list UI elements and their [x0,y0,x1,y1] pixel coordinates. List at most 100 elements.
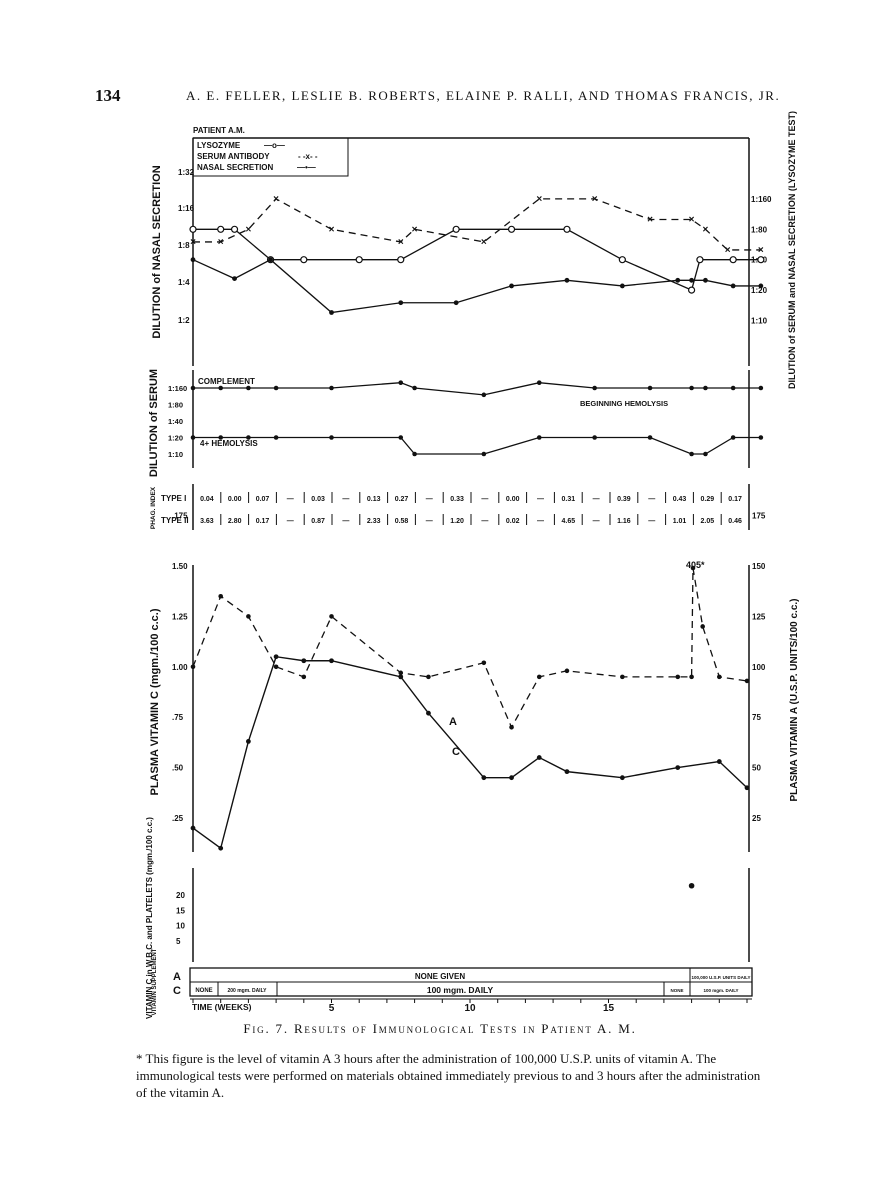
serum-antibody-point: × [398,237,404,248]
serum-antibody-point: × [273,194,279,205]
complement-point [190,385,196,391]
complement-point [592,385,597,391]
complement-tick-label: 1:40 [168,417,183,426]
phag-value: — [342,496,349,503]
vitamin-c-point [564,769,570,775]
peak-label: 405* [686,560,705,570]
phag-value: 0.17 [728,496,742,503]
phag-value: — [287,496,294,503]
vitamin-a-point [717,674,722,680]
wbc-tick-label: 15 [176,906,185,915]
vitamin-c-tick-label: 1.25 [172,612,188,621]
nasal-left-tick-label: 1:2 [178,316,190,325]
panel-supplement: VITAMIN SUPPLEMENT A C NONE GIVEN 100,00… [152,948,753,1015]
complement-point [412,385,417,391]
complement-tick-label: 1:20 [168,434,183,443]
complement-line-1 [193,436,761,455]
complement-point [398,380,404,385]
vitamin-a-tick-label: 75 [752,713,761,722]
serum-antibody-point: × [218,237,224,248]
phag-value: — [342,518,349,525]
phag-value: — [648,518,655,525]
supp-c-none2: NONE [670,988,683,993]
complement-point [730,385,736,391]
vitamin-c-tick-label: .175 [172,512,188,521]
nasal-right-tick-label: 1:20 [751,286,768,295]
vitamin-a-axis-label: PLASMA VITAMIN A (U.S.P. UNITS/100 c.c.) [789,599,800,802]
lysozyme-point [189,225,197,233]
vitamin-a-point [689,674,694,680]
complement-point [412,451,417,457]
legend-serum-antibody: SERUM ANTIBODY [197,152,270,161]
complement-point [329,435,334,440]
phag-value: 3.63 [200,518,214,525]
time-tick-label: 15 [603,1003,615,1014]
complement-point [481,451,487,457]
vitamin-a-point [329,614,334,619]
lysozyme-point [618,256,626,264]
phag-value: 0.02 [506,518,520,525]
vitamin-a-point [398,670,404,676]
vitamin-a-point [481,660,487,666]
vitamin-a-point [246,614,251,619]
phag-value: — [481,496,488,503]
type2-label: TYPE II [161,516,189,525]
serum-antibody-point: × [592,194,598,205]
nasal-secretion-point [564,277,570,283]
nasal-right-axis-label: DILUTION of SERUM and NASAL SECRETION (L… [787,111,797,389]
nasal-secretion-point [509,283,514,289]
supp-c-100b: 100 mgm. DAILY [703,988,738,993]
complement-point [689,451,694,457]
phag-value: 0.03 [311,496,325,503]
vitamin-a-point [273,664,279,670]
complement-y-axis-label: DILUTION of SERUM [148,369,160,477]
phag-value: 2.80 [228,518,242,525]
complement-point [730,435,736,440]
vitamin-c-series-label: C [452,746,460,758]
complement-tick-label: 1:160 [168,384,187,393]
vitamin-c-point [426,710,431,716]
complement-point [273,385,279,391]
legend-lysozyme: LYSOZYME [197,141,241,150]
vitamin-c-point [536,755,542,760]
serum-antibody-point: × [245,224,251,235]
complement-point [647,385,653,391]
vitamin-c-point [246,738,251,744]
vitamin-a-point [190,664,196,670]
complement-point [190,435,196,440]
vitamin-c-axis-label: PLASMA VITAMIN C (mgm./100 c.c.) [149,608,161,795]
phag-value: 0.39 [617,496,631,503]
panel-wbc: 20 15 10 5 VITAMIN C in W.B.C. and PLATELET… [145,817,750,1019]
phag-value: 0.43 [673,496,687,503]
vitamin-a-point [564,668,570,674]
nasal-secretion-point [329,310,334,315]
complement-point [329,385,334,391]
legend-nasal-secretion: NASAL SECRETION [197,163,274,172]
vitamin-c-point [218,845,224,851]
vitamin-c-point [716,759,722,764]
figure-caption: Fig. 7. Results of Immunological Tests i… [243,1021,637,1036]
phag-value: 0.87 [311,518,325,525]
lysozyme-point [300,256,308,264]
wbc-tick-label: 5 [176,937,181,946]
phag-value: 0.00 [506,496,520,503]
vitamin-a-tick-label: 125 [752,612,766,621]
phag-value: 2.33 [367,518,381,525]
phag-value: — [426,496,433,503]
supp-a-none: NONE GIVEN [415,972,465,981]
phag-value: 4.65 [561,518,575,525]
complement-point [592,435,597,440]
nasal-secretion-point [619,283,625,289]
complement-point [536,380,542,385]
page-number: 134 [95,86,121,105]
vitamin-a-point [536,674,542,680]
nasal-secretion-point [675,277,681,283]
wbc-axis-label: VITAMIN C in W.B.C. and PLATELETS (mgm./… [145,817,154,1019]
vitamin-a-tick-label: 100 [752,663,766,672]
vitamin-c-tick-label: .75 [172,713,184,722]
legend-symbol-lysozyme: —o— [264,141,285,150]
vitamin-c-point [675,765,681,770]
phag-value: — [287,518,294,525]
time-axis-label: TIME (WEEKS) [192,1002,252,1012]
